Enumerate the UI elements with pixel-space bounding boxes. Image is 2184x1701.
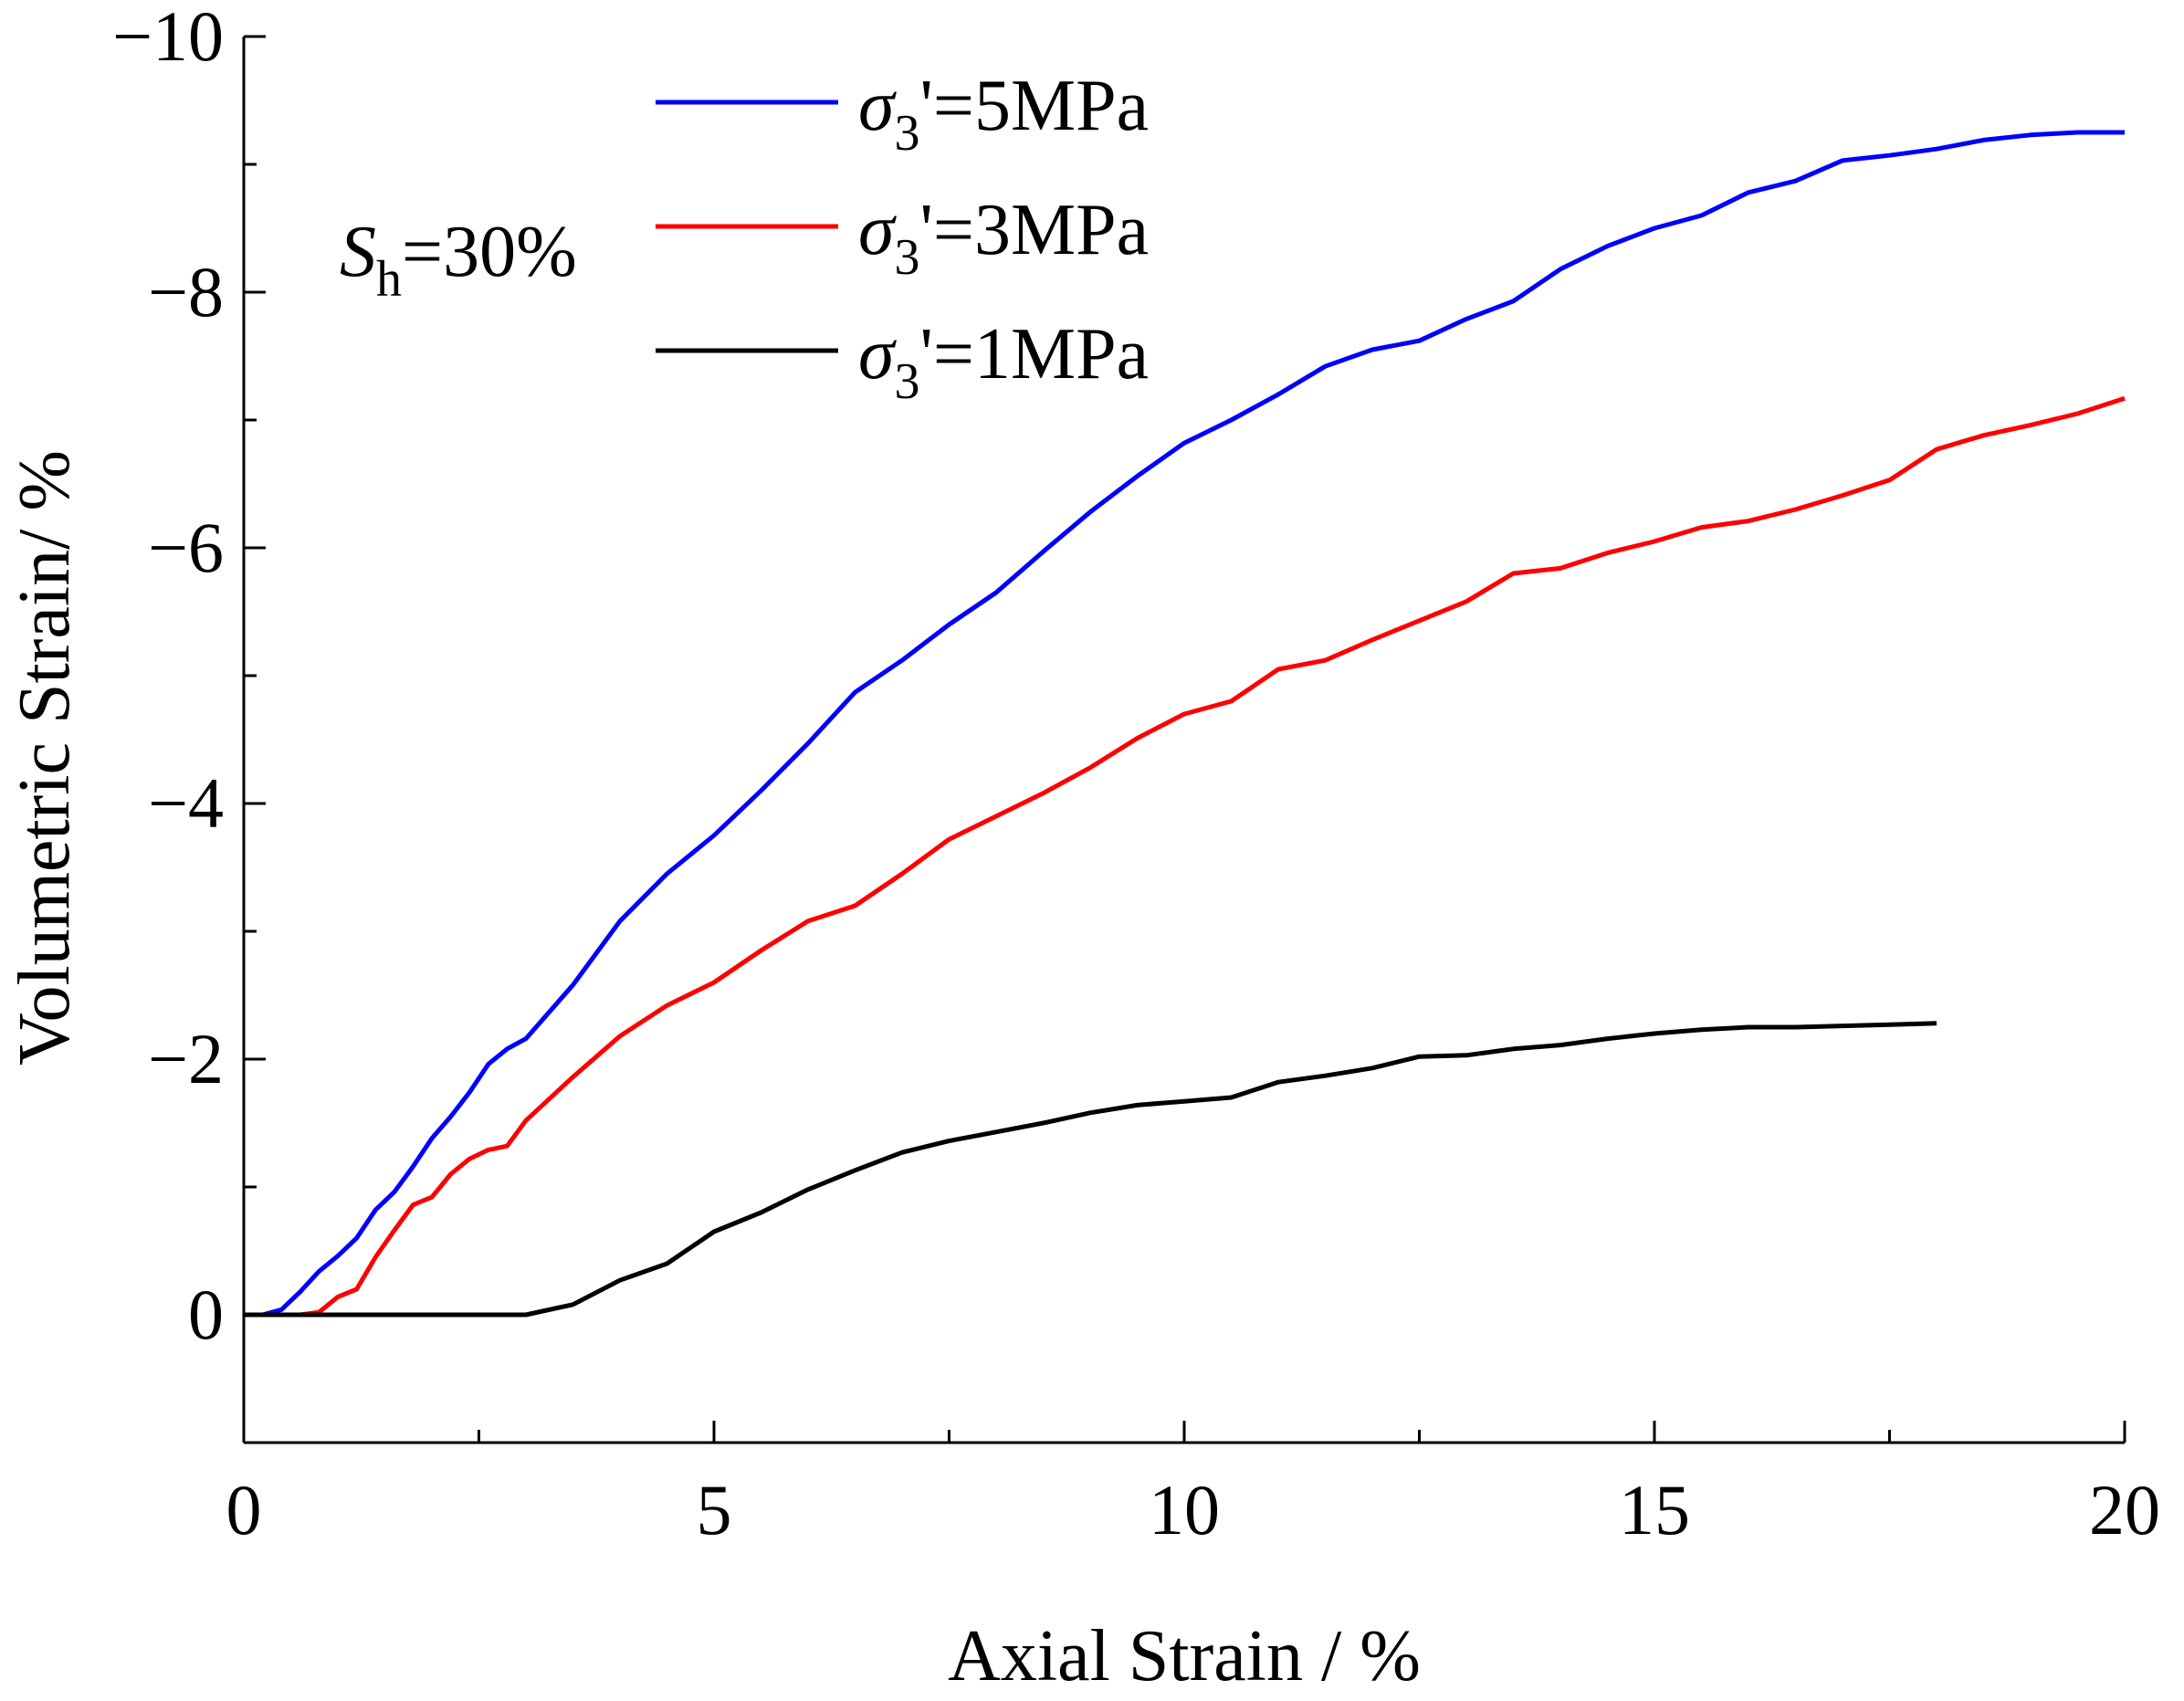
y-axis-title: Volumetric Strain/ % xyxy=(5,450,85,1066)
x-tick-label: 0 xyxy=(226,1470,262,1549)
y-tick-label: −4 xyxy=(148,763,224,843)
annotation-sh: Sh=30% xyxy=(340,212,577,308)
legend-label-1: σ3'=5MPa xyxy=(858,66,1149,162)
y-tick-label: −8 xyxy=(148,252,224,331)
legend-label-2: σ3'=3MPa xyxy=(858,190,1149,286)
series-lines xyxy=(244,130,2126,1318)
series-line-1 xyxy=(244,130,2125,1318)
axes: 0 5 10 15 20 0 −2 −4 −6 −8 −10 Axial Strain / % Volu… xyxy=(5,0,2160,1696)
y-tick-label: −10 xyxy=(112,0,224,76)
annotation: Sh=30% xyxy=(340,212,577,308)
x-tick-label: 15 xyxy=(1619,1470,1690,1549)
y-tick-label: −6 xyxy=(148,508,224,587)
y-tick-label: 0 xyxy=(188,1275,224,1354)
x-axis-title: Axial Strain / % xyxy=(948,1616,1421,1696)
x-tick-label: 10 xyxy=(1149,1470,1220,1549)
series-line-3 xyxy=(244,1021,1937,1318)
x-tick-label: 5 xyxy=(697,1470,732,1549)
y-tick-label: −2 xyxy=(148,1019,224,1098)
x-tick-label: 20 xyxy=(2089,1470,2160,1549)
legend: σ3'=5MPa σ3'=3MPa σ3'=1MPa xyxy=(656,66,1149,410)
series-line-2 xyxy=(244,395,2126,1318)
legend-label-3: σ3'=1MPa xyxy=(858,314,1149,410)
